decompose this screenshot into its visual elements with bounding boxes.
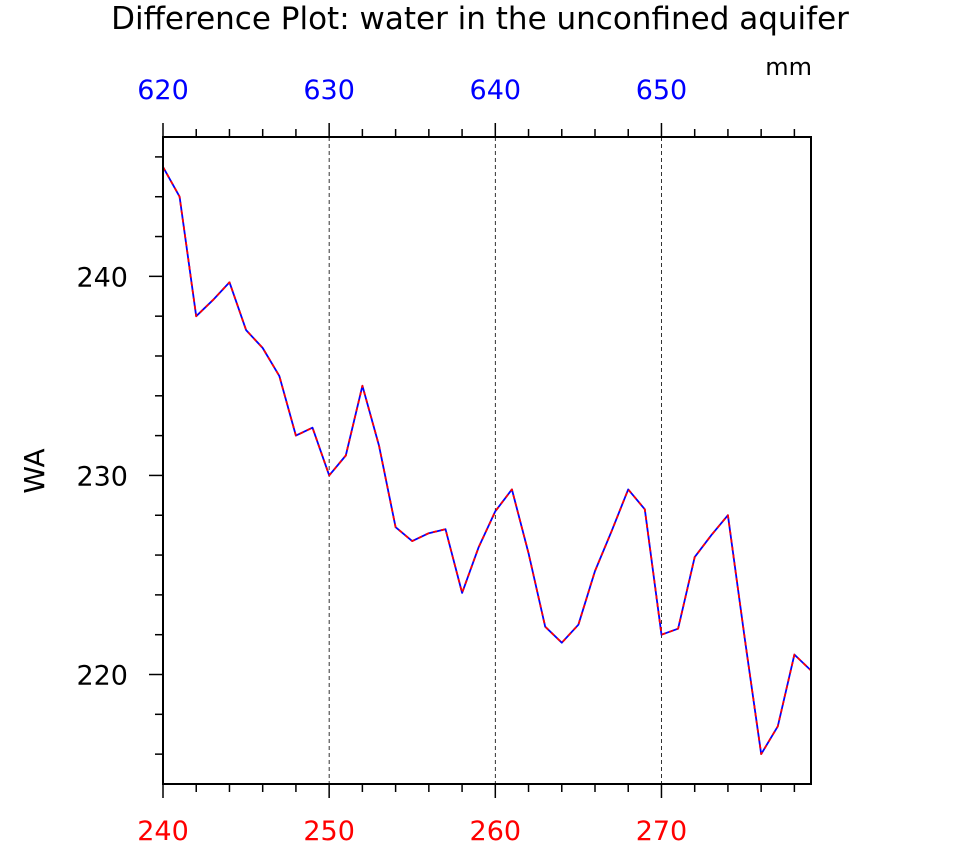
top-axis-unit: mm (765, 53, 812, 81)
grid-lines (328, 137, 662, 784)
y-tick-label-1: 230 (76, 461, 128, 492)
tick-labels: 240 250 260 270 620 630 640 650 220 230 240 (76, 75, 687, 845)
chart-title: Difference Plot: water in the unconfined… (111, 1, 849, 37)
x-tick-label-3: 270 (636, 816, 688, 845)
y-axis-label: WA (18, 448, 51, 493)
series-line-a (162, 166, 812, 755)
y-tick-label-0: 220 (76, 661, 128, 692)
top-x-tick-label-0: 620 (137, 75, 189, 106)
axis-ticks (149, 123, 796, 798)
plot-frame (162, 136, 812, 785)
series-line-b (162, 166, 812, 755)
x-tick-label-0: 240 (137, 816, 189, 845)
top-x-tick-label-3: 650 (636, 75, 688, 106)
x-tick-label-1: 250 (303, 816, 355, 845)
series-lines (162, 166, 812, 755)
top-x-tick-label-2: 640 (470, 75, 522, 106)
x-tick-label-2: 260 (470, 816, 522, 845)
y-tick-label-2: 240 (76, 262, 128, 293)
top-x-tick-label-1: 630 (303, 75, 355, 106)
